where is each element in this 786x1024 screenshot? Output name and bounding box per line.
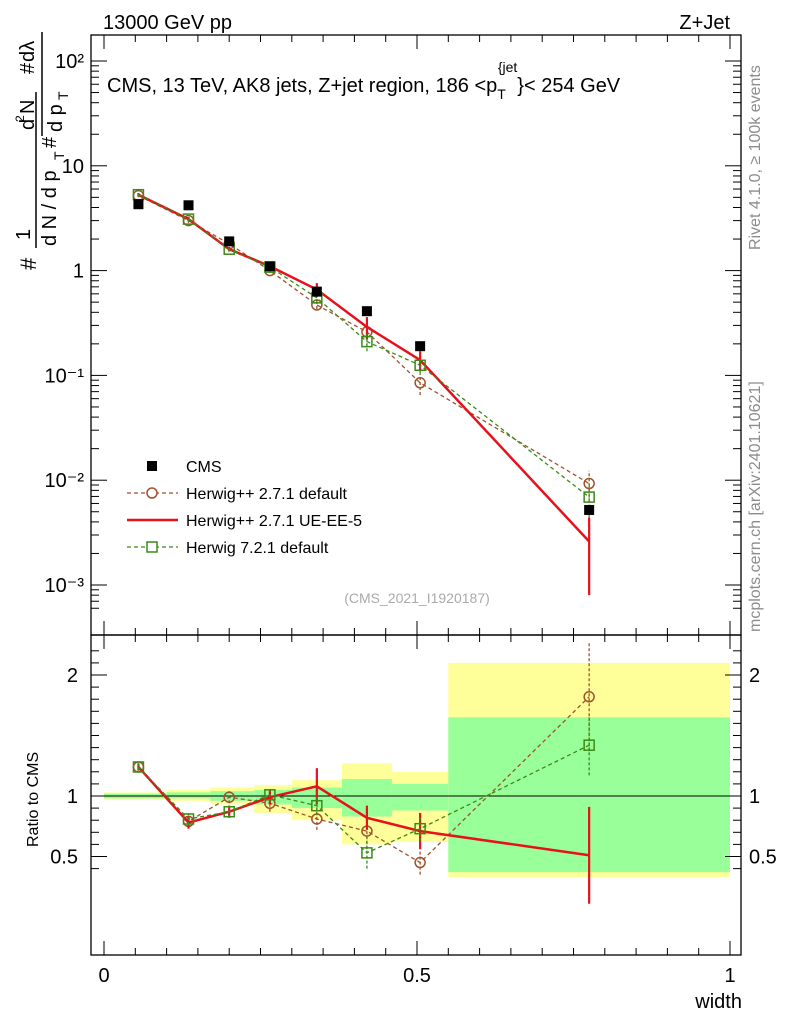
svg-text:T: T [51, 151, 67, 160]
tick-labels: 0 0.5 1 10⁻³ 10⁻² 10⁻¹ 1 10 10² 0.5 0.5 1 1 2 2 [45, 51, 777, 987]
y-tick-label: 10⁻³ [45, 575, 85, 597]
legend-marker-square [146, 541, 158, 553]
svg-text:dλ: dλ [17, 41, 39, 62]
svg-text:#: # [16, 257, 41, 270]
ratio-frame-rect [90, 634, 742, 956]
main-cms-point [415, 341, 426, 352]
main-square-dashed-point [361, 335, 373, 348]
ratio-square-dashed-point [311, 799, 323, 812]
header-process: Z+Jet [679, 12, 730, 34]
y-tick-label: 10⁻¹ [45, 365, 85, 387]
ratio-square-dashed-point [414, 822, 426, 835]
main-cms-point [133, 199, 144, 210]
main-cms-point [264, 261, 275, 272]
rivet-label: Rivet 4.1.0, ≥ 100k events [747, 65, 764, 250]
axes-ticks [91, 35, 741, 955]
svg-text:#: # [39, 136, 61, 148]
svg-text:#: # [17, 62, 39, 74]
legend-label: Herwig 7.2.1 default [186, 540, 329, 557]
mcplots-label: mcplots.cern.ch [arXiv:2401.10621] [747, 381, 764, 632]
svg-text:N: N [17, 100, 39, 114]
ratio-y-tick-label: 0.5 [50, 847, 78, 869]
legend-marker-cms [147, 461, 157, 471]
ratio-series-group [132, 642, 595, 904]
legend-label: Herwig++ 2.7.1 UE-EE-5 [186, 513, 362, 530]
main-square-dashed-point [182, 213, 195, 225]
main-cms-point [361, 306, 372, 317]
x-tick-label: 1 [724, 965, 735, 987]
ratio-band-green [391, 783, 449, 811]
svg-text:2: 2 [13, 115, 27, 122]
ratio-line-line [137, 766, 590, 857]
ratio-plot-frame [90, 634, 742, 956]
ratio-uncertainty-bands [104, 662, 730, 878]
main-cms-point [183, 200, 194, 211]
main-cms-point [224, 236, 235, 247]
main-circle-dashed-point [414, 377, 426, 389]
legend-marker-circle [146, 487, 158, 499]
svg-text:d p: d p [45, 104, 67, 132]
ratio-square-dashed-point [132, 761, 145, 773]
ratio-y-tick-label-right: 0.5 [749, 847, 777, 869]
ratio-band-green [166, 792, 211, 799]
x-tick-label: 0 [98, 965, 109, 987]
ratio-y-tick-label-right: 2 [749, 665, 760, 687]
header-energy: 13000 GeV pp [103, 12, 232, 34]
ratio-y-tick-label-right: 1 [749, 786, 760, 808]
plot-title: CMS, 13 TeV, AK8 jets, Z+jet region, 186… [107, 59, 621, 102]
y-tick-label: 10⁻² [45, 470, 85, 492]
ratio-y-tick-label: 1 [67, 786, 78, 808]
main-square-dashed-point [583, 491, 595, 503]
y-axis-label: # 1 d N / d p T # d 2 N d p T # dλ [13, 32, 71, 270]
main-cms-point [311, 286, 322, 297]
legend-label: Herwig++ 2.7.1 default [186, 486, 348, 503]
ratio-square-dashed-point [583, 739, 595, 751]
ratio-square-dashed-point [223, 805, 235, 818]
ratio-y-axis-label: Ratio to CMS [25, 752, 42, 847]
svg-text:1: 1 [13, 229, 35, 240]
y-tick-label: 10² [55, 51, 84, 73]
main-square-dashed-line [138, 194, 590, 498]
ratio-y-tick-label: 2 [67, 665, 78, 687]
svg-text:d N / d p: d N / d p [39, 170, 61, 246]
legend: CMS Herwig++ 2.7.1 default Herwig++ 2.7.1 … [127, 459, 362, 557]
main-series-group [132, 188, 595, 596]
ratio-circle-dashed-point [223, 791, 235, 803]
ratio-square-dashed-point [182, 813, 195, 825]
ratio-circle-dashed-line [137, 696, 590, 864]
svg-text:T: T [55, 91, 71, 100]
ratio-circle-dashed-point [414, 856, 426, 869]
ratio-square-dashed-point [361, 847, 373, 859]
main-square-dashed-point [414, 359, 426, 371]
x-tick-label: 0.5 [403, 965, 431, 987]
legend-label: CMS [186, 459, 222, 476]
y-tick-label: 10 [62, 156, 84, 178]
y-tick-label: 1 [73, 261, 84, 283]
ratio-square-dashed-line [137, 744, 590, 854]
ratio-square-dashed-point [264, 789, 276, 801]
ratio-circle-dashed-point [583, 691, 595, 703]
analysis-watermark: (CMS_2021_I1920187) [344, 590, 490, 606]
main-cms-point [584, 504, 595, 515]
svg-text:d: d [17, 119, 39, 130]
x-axis-label: width [694, 991, 742, 1013]
main-circle-dashed-point [583, 477, 595, 490]
